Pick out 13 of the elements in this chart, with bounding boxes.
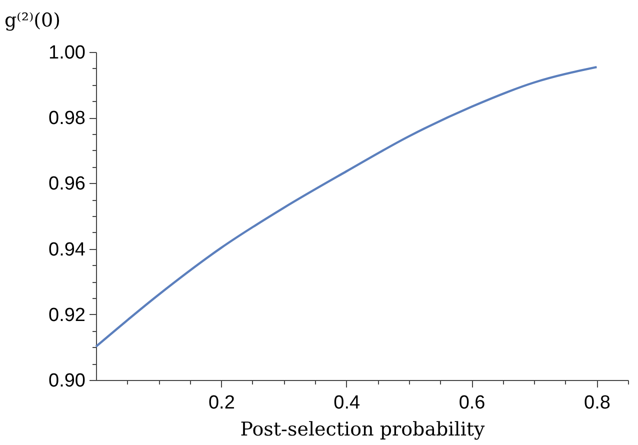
y-tick-label: 0.98 — [48, 108, 86, 130]
y-tick-label: 0.94 — [48, 239, 86, 260]
x-tick-label: 0.2 — [208, 392, 235, 414]
x-tick-label: 0.4 — [334, 392, 360, 414]
y-tick-label: 0.90 — [48, 370, 86, 392]
y-tick-label: 0.96 — [48, 174, 86, 195]
x-axis-title: Post-selection probability — [240, 418, 486, 440]
y-tick-label: 1.00 — [48, 42, 86, 64]
y-tick-label: 0.92 — [48, 304, 86, 326]
y-axis-title: g⁽²⁾(0) — [4, 10, 61, 32]
line-series — [94, 66, 598, 348]
x-tick-label: 0.6 — [458, 392, 486, 414]
x-tick-label: 0.8 — [584, 392, 610, 414]
